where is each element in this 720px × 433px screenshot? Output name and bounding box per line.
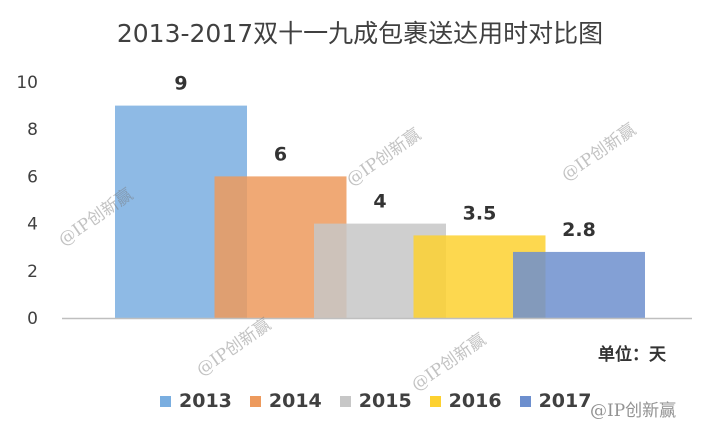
legend-item-2016: 2016 bbox=[429, 390, 502, 412]
data-label: 6 bbox=[274, 143, 287, 165]
y-tick-label: 6 bbox=[27, 167, 38, 187]
watermark: @IP创新赢 bbox=[590, 401, 677, 421]
legend-swatch bbox=[339, 395, 351, 407]
data-label: 2.8 bbox=[562, 219, 596, 241]
legend-swatch bbox=[519, 395, 531, 407]
bar-2017 bbox=[513, 251, 645, 318]
y-tick-label: 8 bbox=[27, 120, 38, 140]
legend-label: 2015 bbox=[358, 390, 412, 412]
y-tick-label: 2 bbox=[27, 262, 38, 282]
data-label: 3.5 bbox=[463, 202, 497, 224]
legend-swatch bbox=[249, 395, 261, 407]
y-tick-label: 0 bbox=[27, 309, 38, 329]
legend-item-2014: 2014 bbox=[249, 390, 322, 412]
legend-swatch bbox=[160, 395, 171, 407]
unit-label: 单位：天 bbox=[598, 345, 666, 365]
data-label: 9 bbox=[174, 73, 187, 95]
data-label: 4 bbox=[373, 191, 386, 213]
legend-label: 2013 bbox=[179, 390, 232, 412]
legend-label: 2016 bbox=[448, 390, 502, 412]
legend-item-2017: 2017 bbox=[519, 390, 592, 412]
legend-item-2015: 2015 bbox=[339, 390, 412, 412]
y-tick-label: 4 bbox=[27, 215, 38, 235]
y-tick-label: 10 bbox=[16, 73, 38, 93]
legend-label: 2017 bbox=[538, 390, 592, 412]
legend: 2013 2014 2015 2016 2017 bbox=[160, 386, 591, 416]
legend-item-2013: 2013 bbox=[160, 390, 232, 412]
legend-swatch bbox=[429, 395, 441, 407]
chart-title: 2013-2017双十一九成包裹送达用时对比图 bbox=[116, 19, 604, 48]
legend-label: 2014 bbox=[268, 390, 322, 412]
